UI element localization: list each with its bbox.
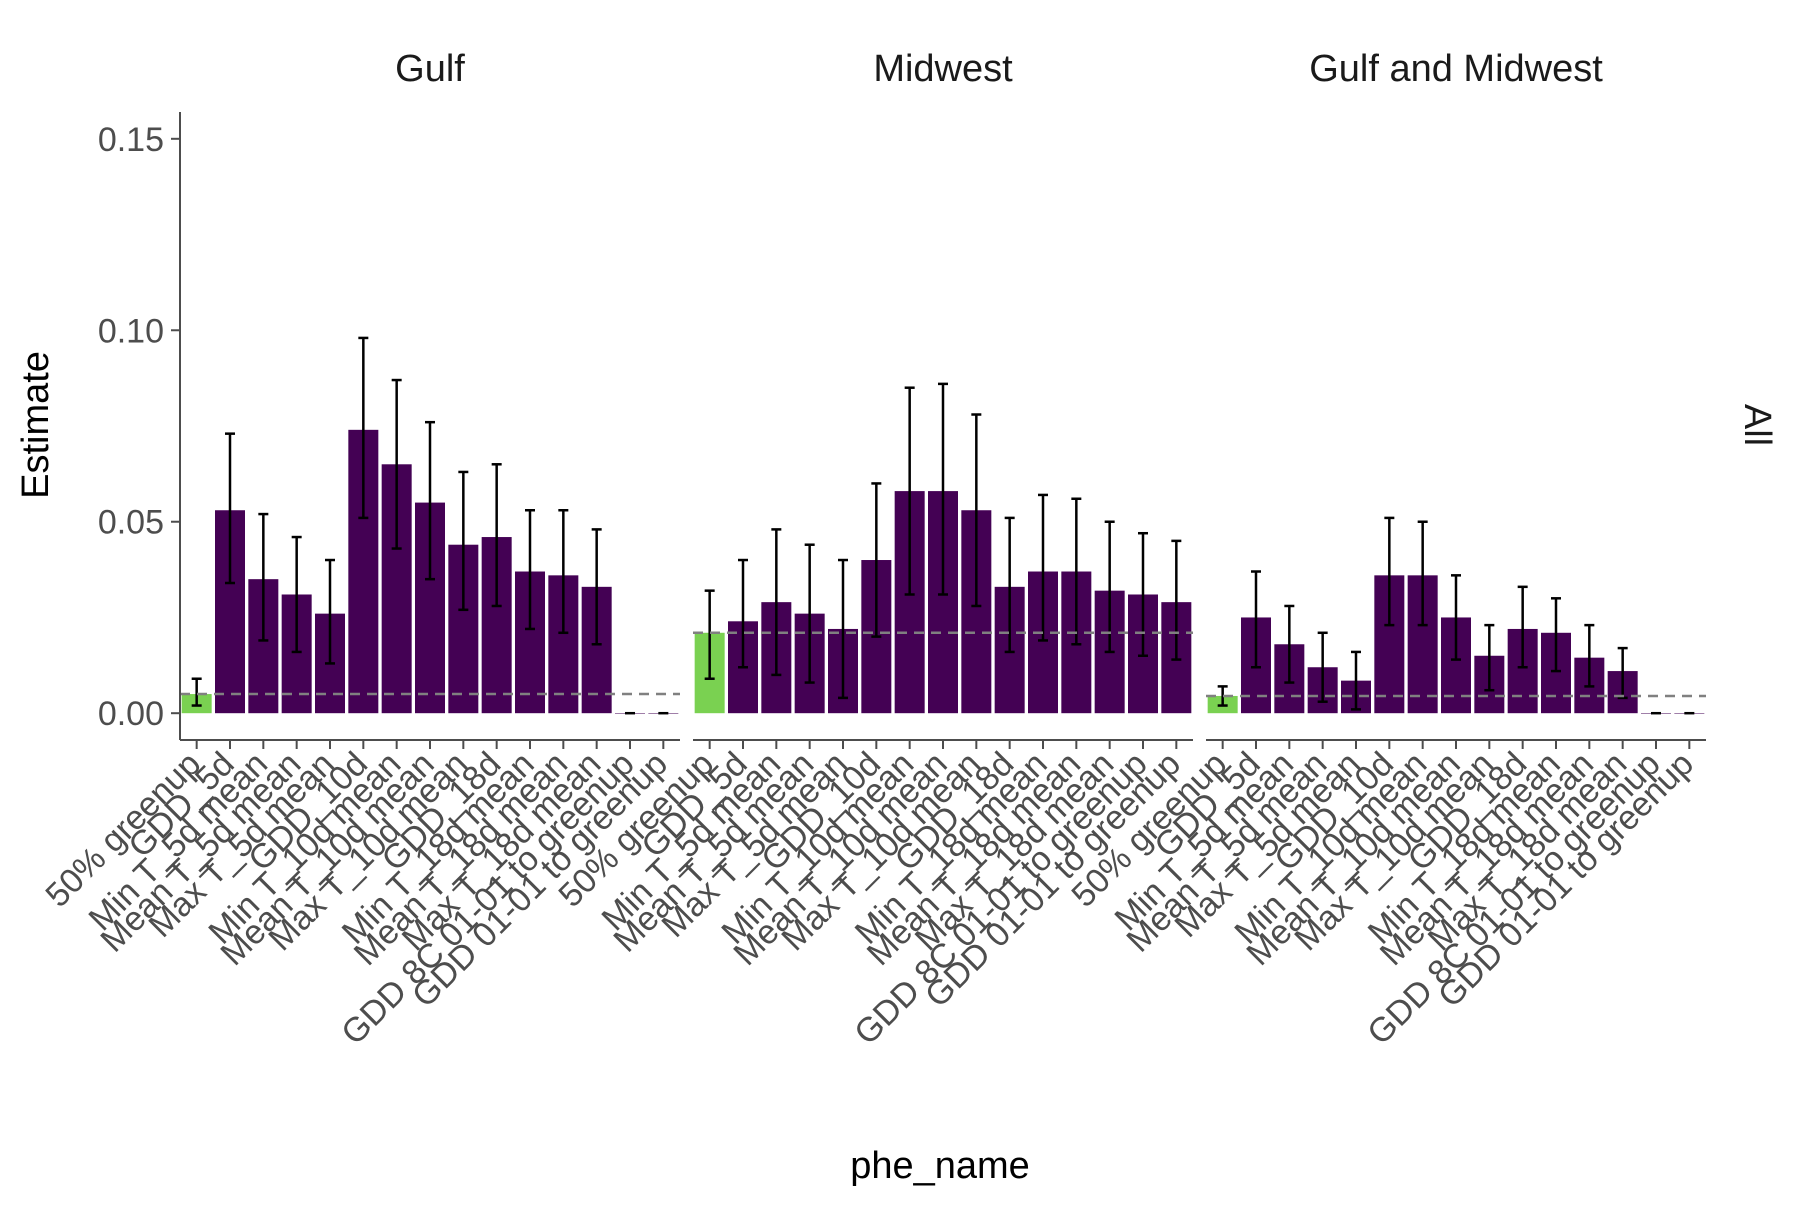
- row-facet-label: All: [1736, 404, 1778, 446]
- y-tick-label: 0.00: [98, 695, 164, 733]
- y-axis: 0.00 0.05 0.10 0.15: [98, 112, 181, 740]
- x-axis-title: phe_name: [850, 1145, 1030, 1187]
- facet-title: Gulf: [395, 48, 465, 90]
- facet-title: Midwest: [873, 48, 1013, 90]
- y-tick-label: 0.15: [98, 121, 164, 159]
- y-tick-label: 0.05: [98, 504, 164, 542]
- facet-title: Gulf and Midwest: [1309, 48, 1603, 90]
- y-tick-label: 0.10: [98, 312, 164, 350]
- y-axis-title: Estimate: [15, 351, 57, 499]
